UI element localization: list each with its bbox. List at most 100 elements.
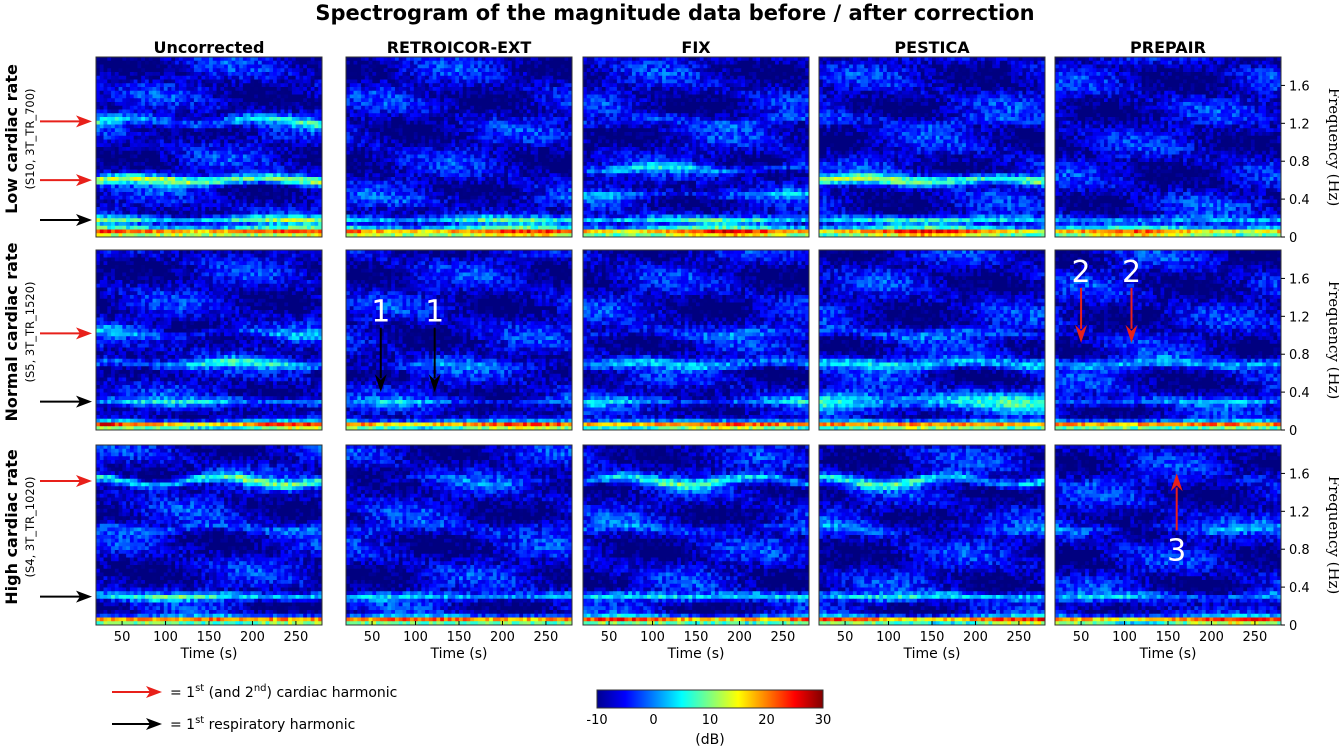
- heatmap-cell: [119, 113, 123, 117]
- heatmap-cell: [266, 95, 270, 99]
- heatmap-cell: [228, 106, 232, 110]
- heatmap-cell: [269, 155, 273, 159]
- heatmap-cell: [232, 121, 236, 125]
- heatmap-cell: [262, 132, 266, 136]
- heatmap-cell: [235, 80, 239, 84]
- heatmap-cell: [232, 113, 236, 117]
- heatmap-cell: [160, 95, 164, 99]
- heatmap-cell: [119, 106, 123, 110]
- heatmap-cell: [239, 113, 243, 117]
- heatmap-cell: [288, 147, 292, 151]
- heatmap-cell: [104, 57, 108, 61]
- heatmap-cell: [134, 117, 138, 121]
- heatmap-cell: [96, 125, 100, 129]
- heatmap-cell: [247, 110, 251, 114]
- heatmap-cell: [100, 65, 104, 69]
- heatmap-cell: [209, 87, 213, 91]
- heatmap-cell: [266, 65, 270, 69]
- heatmap-cell: [111, 158, 115, 162]
- heatmap-cell: [235, 121, 239, 125]
- heatmap-cell: [284, 155, 288, 159]
- heatmap-cell: [209, 76, 213, 80]
- heatmap-cell: [194, 110, 198, 114]
- heatmap-cell: [273, 151, 277, 155]
- heatmap-cell: [130, 128, 134, 132]
- heatmap-cell: [164, 162, 168, 166]
- heatmap-cell: [168, 125, 172, 129]
- heatmap-cell: [115, 162, 119, 166]
- heatmap-cell: [198, 158, 202, 162]
- heatmap-cell: [217, 65, 221, 69]
- heatmap-cell: [269, 68, 273, 72]
- heatmap-cell: [303, 87, 307, 91]
- heatmap-cell: [284, 110, 288, 114]
- heatmap-cell: [130, 72, 134, 76]
- heatmap-cell: [239, 136, 243, 140]
- heatmap-cell: [296, 91, 300, 95]
- heatmap-cell: [213, 143, 217, 147]
- heatmap-cell: [115, 110, 119, 114]
- heatmap-cell: [122, 155, 126, 159]
- heatmap-cell: [314, 80, 318, 84]
- heatmap-cell: [296, 80, 300, 84]
- heatmap-cell: [243, 72, 247, 76]
- heatmap-cell: [205, 121, 209, 125]
- heatmap-cell: [171, 132, 175, 136]
- heatmap-cell: [183, 76, 187, 80]
- heatmap-cell: [220, 83, 224, 87]
- heatmap-cell: [262, 68, 266, 72]
- heatmap-cell: [107, 83, 111, 87]
- heatmap-cell: [137, 143, 141, 147]
- heatmap-cell: [273, 87, 277, 91]
- heatmap-cell: [126, 91, 130, 95]
- heatmap-cell: [122, 110, 126, 114]
- heatmap-cell: [119, 151, 123, 155]
- heatmap-cell: [137, 151, 141, 155]
- heatmap-cell: [186, 61, 190, 65]
- heatmap-cell: [201, 57, 205, 61]
- heatmap-cell: [156, 128, 160, 132]
- heatmap-cell: [281, 151, 285, 155]
- heatmap-cell: [100, 136, 104, 140]
- heatmap-cell: [179, 136, 183, 140]
- heatmap-cell: [281, 76, 285, 80]
- heatmap-cell: [224, 125, 228, 129]
- heatmap-cell: [186, 91, 190, 95]
- heatmap-cell: [288, 132, 292, 136]
- heatmap-cell: [250, 110, 254, 114]
- heatmap-cell: [107, 151, 111, 155]
- heatmap-cell: [134, 158, 138, 162]
- heatmap-cell: [201, 98, 205, 102]
- heatmap-cell: [168, 155, 172, 159]
- heatmap-cell: [186, 106, 190, 110]
- heatmap-cell: [235, 87, 239, 91]
- heatmap-cell: [269, 65, 273, 69]
- heatmap-cell: [243, 102, 247, 106]
- heatmap-cell: [96, 151, 100, 155]
- heatmap-cell: [213, 121, 217, 125]
- heatmap-cell: [220, 151, 224, 155]
- heatmap-cell: [171, 140, 175, 144]
- heatmap-cell: [307, 162, 311, 166]
- heatmap-cell: [190, 57, 194, 61]
- heatmap-cell: [232, 57, 236, 61]
- heatmap-cell: [186, 65, 190, 69]
- heatmap-cell: [149, 162, 153, 166]
- heatmap-cell: [134, 87, 138, 91]
- heatmap-cell: [266, 155, 270, 159]
- heatmap-cell: [190, 87, 194, 91]
- heatmap-cell: [194, 162, 198, 166]
- heatmap-cell: [247, 91, 251, 95]
- heatmap-cell: [209, 98, 213, 102]
- heatmap-cell: [288, 80, 292, 84]
- heatmap-cell: [145, 162, 149, 166]
- heatmap-cell: [205, 110, 209, 114]
- heatmap-cell: [164, 136, 168, 140]
- heatmap-cell: [198, 151, 202, 155]
- heatmap-cell: [250, 57, 254, 61]
- heatmap-cell: [186, 136, 190, 140]
- heatmap-cell: [175, 158, 179, 162]
- heatmap-cell: [115, 80, 119, 84]
- heatmap-cell: [303, 162, 307, 166]
- heatmap-cell: [168, 136, 172, 140]
